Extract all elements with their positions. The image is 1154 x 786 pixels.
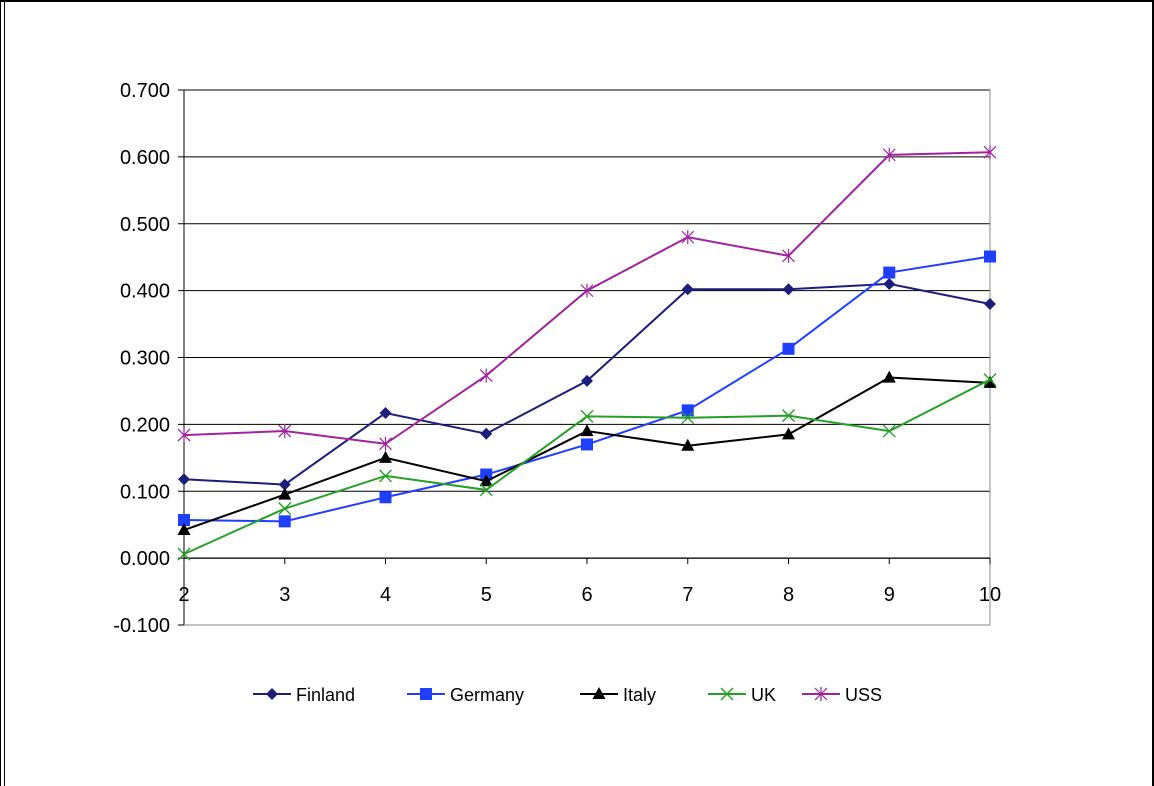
series-uk (177, 373, 997, 561)
data-point-uss (681, 230, 695, 245)
legend-marker-germany (420, 688, 432, 700)
y-tick-label: 0.700 (120, 80, 170, 102)
x-tick-label: 7 (682, 584, 693, 606)
data-point-uss (379, 436, 392, 451)
data-point-italy (177, 523, 191, 536)
y-tick-label: 0.100 (120, 481, 170, 503)
data-point-finland (379, 407, 392, 420)
legend-marker-uk (720, 687, 734, 701)
data-point-uk (177, 547, 191, 561)
x-tick-label: 8 (783, 584, 794, 606)
data-point-germany (681, 404, 694, 417)
series-line-uk (183, 378, 991, 556)
data-point-uk (882, 424, 896, 438)
data-point-italy (983, 375, 997, 388)
data-point-germany (581, 438, 593, 451)
y-tick-label: 0.300 (120, 348, 170, 370)
series-line-italy (183, 376, 991, 531)
legend: Finland Germany Italy UK USS (253, 685, 882, 705)
data-point-finland (278, 478, 291, 491)
x-tick-label: 10 (979, 584, 1001, 606)
data-point-uk (681, 411, 695, 425)
data-point-uk (580, 409, 594, 423)
y-tick-label: 0.400 (120, 281, 170, 303)
legend-label-uk: UK (751, 685, 776, 705)
legend-label-germany: Germany (450, 685, 524, 705)
series-finland (178, 277, 996, 491)
legend-marker-uss (814, 687, 828, 701)
legend-item-uss: USS (802, 685, 882, 705)
series-uss (177, 145, 997, 451)
y-tick-label: 0.600 (120, 147, 170, 169)
data-point-uk (782, 409, 795, 423)
legend-item-finland: Finland (253, 685, 355, 705)
data-point-uk (278, 502, 292, 516)
x-tick-label: 2 (178, 584, 189, 606)
x-axis-ticks: 2 3 4 5 6 7 8 9 10 (178, 558, 1001, 606)
data-point-italy (882, 370, 896, 383)
data-point-uss (882, 147, 896, 162)
x-tick-label: 4 (380, 584, 391, 606)
data-point-finland (984, 298, 996, 310)
frame-top-border (0, 0, 1154, 2)
y-axis-ticks: -0.100 0.000 0.100 0.200 0.300 0.400 0.500 0.60… (113, 80, 184, 637)
legend-item-italy: Italy (580, 685, 656, 705)
data-point-germany (278, 515, 291, 528)
data-point-germany (883, 266, 896, 279)
legend-marker-italy (592, 687, 606, 699)
data-point-uss (177, 428, 191, 443)
legend-label-uss: USS (845, 685, 882, 705)
data-point-italy (782, 427, 795, 440)
data-point-finland (480, 427, 493, 440)
legend-item-germany: Germany (407, 685, 524, 705)
data-point-uk (479, 483, 493, 497)
data-point-italy (681, 438, 695, 451)
data-point-germany (782, 342, 795, 355)
data-point-uss (983, 145, 997, 160)
data-point-finland (581, 374, 593, 387)
x-tick-label: 3 (279, 584, 290, 606)
series-germany (178, 250, 996, 528)
data-point-italy (479, 474, 493, 487)
legend-label-finland: Finland (296, 685, 355, 705)
data-point-uk (983, 373, 997, 387)
data-point-italy (580, 424, 594, 437)
series-group (177, 145, 997, 561)
data-point-germany (379, 491, 392, 504)
data-point-uss (479, 368, 493, 383)
y-tick-label: 0.200 (120, 414, 170, 436)
y-tick-label: 0.000 (120, 548, 170, 570)
data-point-italy (379, 450, 392, 463)
data-point-finland (681, 283, 694, 296)
series-italy (177, 370, 997, 536)
legend-label-italy: Italy (623, 685, 656, 705)
data-point-uk (379, 469, 392, 483)
legend-marker-finland (266, 688, 278, 700)
data-point-uss (782, 248, 795, 263)
frame-left-border (0, 0, 5, 786)
data-point-finland (178, 473, 190, 486)
data-point-italy (278, 487, 292, 500)
y-tick-label: -0.100 (113, 615, 170, 637)
x-tick-label: 5 (481, 584, 492, 606)
data-point-finland (782, 283, 795, 296)
data-point-germany (178, 514, 190, 527)
series-line-uss (183, 151, 991, 445)
frame-right-border (1152, 0, 1154, 786)
legend-item-uk: UK (708, 685, 776, 705)
data-point-uss (278, 424, 292, 439)
data-point-finland (883, 277, 896, 290)
data-point-germany (984, 250, 996, 263)
x-tick-label: 6 (581, 584, 592, 606)
y-tick-label: 0.500 (120, 214, 170, 236)
data-point-uss (580, 283, 594, 298)
x-tick-label: 9 (884, 584, 895, 606)
